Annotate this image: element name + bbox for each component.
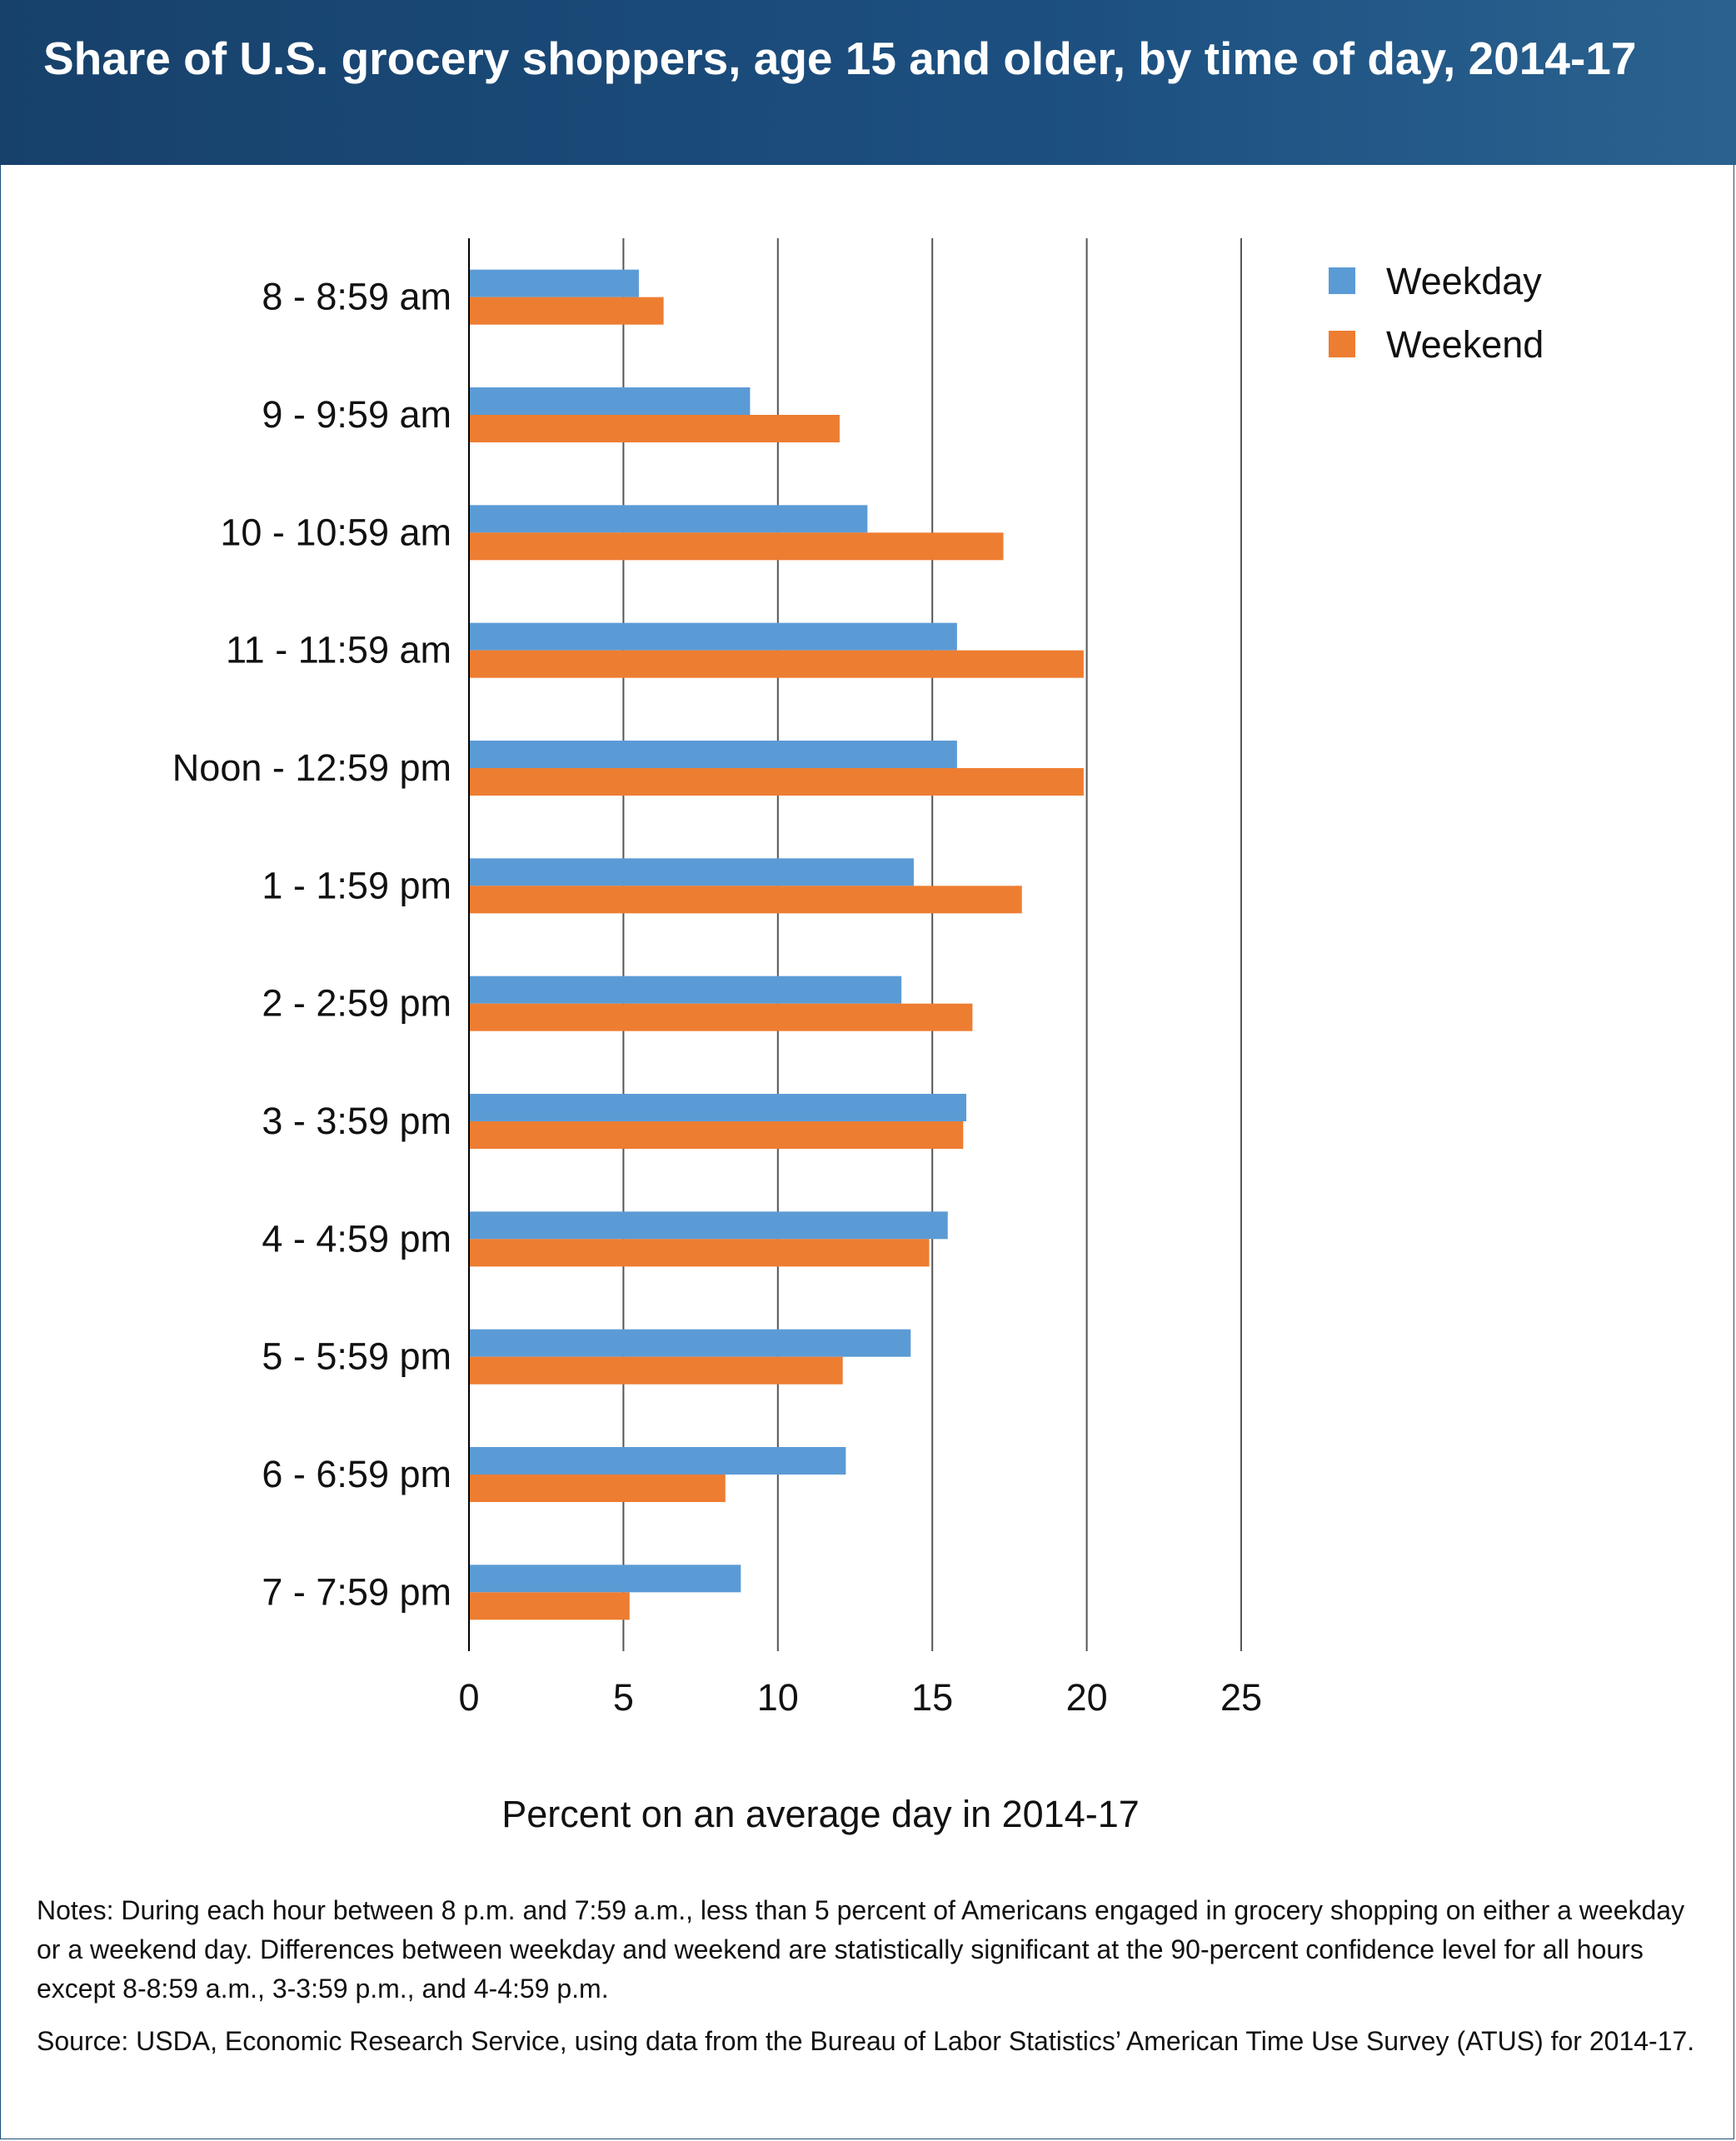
x-tick-label: 5 [613, 1676, 634, 1719]
bar-weekday-2 [469, 505, 868, 533]
category-label: 2 - 2:59 pm [262, 982, 451, 1025]
bar-weekend-3 [469, 650, 1084, 678]
x-axis-label: Percent on an average day in 2014-17 [501, 1793, 1140, 1835]
category-label: 7 - 7:59 pm [262, 1570, 451, 1613]
legend-swatch-weekday [1329, 267, 1355, 294]
category-label: 8 - 8:59 am [262, 276, 451, 318]
bar-weekend-7 [469, 1121, 964, 1149]
legend-label-weekend: Weekend [1386, 323, 1544, 366]
bar-weekday-5 [469, 858, 914, 886]
x-tick-label: 15 [911, 1676, 953, 1719]
chart-title: Share of U.S. grocery shoppers, age 15 a… [43, 32, 1637, 84]
category-label: 4 - 4:59 pm [262, 1217, 451, 1260]
category-label: 9 - 9:59 am [262, 393, 451, 436]
category-label: 3 - 3:59 pm [262, 1100, 451, 1142]
bar-weekday-10 [469, 1447, 846, 1475]
notes-section: Notes: During each hour between 8 p.m. a… [37, 1891, 1703, 2074]
category-label: 5 - 5:59 pm [262, 1335, 451, 1378]
bar-weekday-3 [469, 622, 957, 651]
x-tick-labels: 0 5 10 15 20 25 [458, 1676, 1262, 1719]
bar-weekend-1 [469, 415, 840, 442]
category-label: 10 - 10:59 am [220, 511, 451, 553]
category-label: 6 - 6:59 pm [262, 1453, 451, 1495]
gridlines [622, 238, 1242, 1651]
source-text: Source: USDA, Economic Research Service,… [37, 2026, 1695, 2056]
category-labels: 8 - 8:59 am 9 - 9:59 am 10 - 10:59 am 11 - … [172, 276, 451, 1614]
x-tick-label: 0 [458, 1676, 479, 1719]
bar-weekend-11 [469, 1592, 630, 1620]
bar-weekday-0 [469, 269, 639, 297]
x-tick-label: 25 [1220, 1676, 1262, 1719]
bar-weekend-5 [469, 886, 1022, 914]
legend-swatch-weekend [1329, 331, 1355, 357]
bar-weekend-6 [469, 1003, 973, 1031]
bar-weekday-4 [469, 741, 957, 768]
bar-weekend-2 [469, 532, 1004, 561]
bar-weekend-4 [469, 768, 1084, 796]
title-banner: Share of U.S. grocery shoppers, age 15 a… [0, 0, 1736, 165]
bar-weekend-10 [469, 1475, 726, 1502]
category-label: Noon - 12:59 pm [172, 746, 451, 789]
bar-chart: 8 - 8:59 am 9 - 9:59 am 10 - 10:59 am 11 - … [172, 238, 1544, 1835]
bar-weekend-8 [469, 1239, 930, 1267]
bars [469, 269, 1084, 1620]
x-tick-label: 20 [1066, 1676, 1108, 1719]
x-tick-label: 10 [757, 1676, 799, 1719]
notes-text: Notes: During each hour between 8 p.m. a… [37, 1895, 1685, 2004]
bar-weekend-0 [469, 297, 664, 325]
bar-weekday-7 [469, 1094, 966, 1121]
category-label: 1 - 1:59 pm [262, 864, 451, 906]
bar-weekday-6 [469, 976, 902, 1004]
legend-label-weekday: Weekday [1386, 260, 1542, 302]
bar-weekday-9 [469, 1329, 911, 1357]
legend: Weekday Weekend [1329, 260, 1544, 366]
bar-weekday-11 [469, 1565, 741, 1593]
category-label: 11 - 11:59 am [226, 629, 451, 671]
bar-weekend-9 [469, 1356, 843, 1385]
bar-weekday-1 [469, 387, 751, 415]
bar-weekday-8 [469, 1211, 948, 1240]
